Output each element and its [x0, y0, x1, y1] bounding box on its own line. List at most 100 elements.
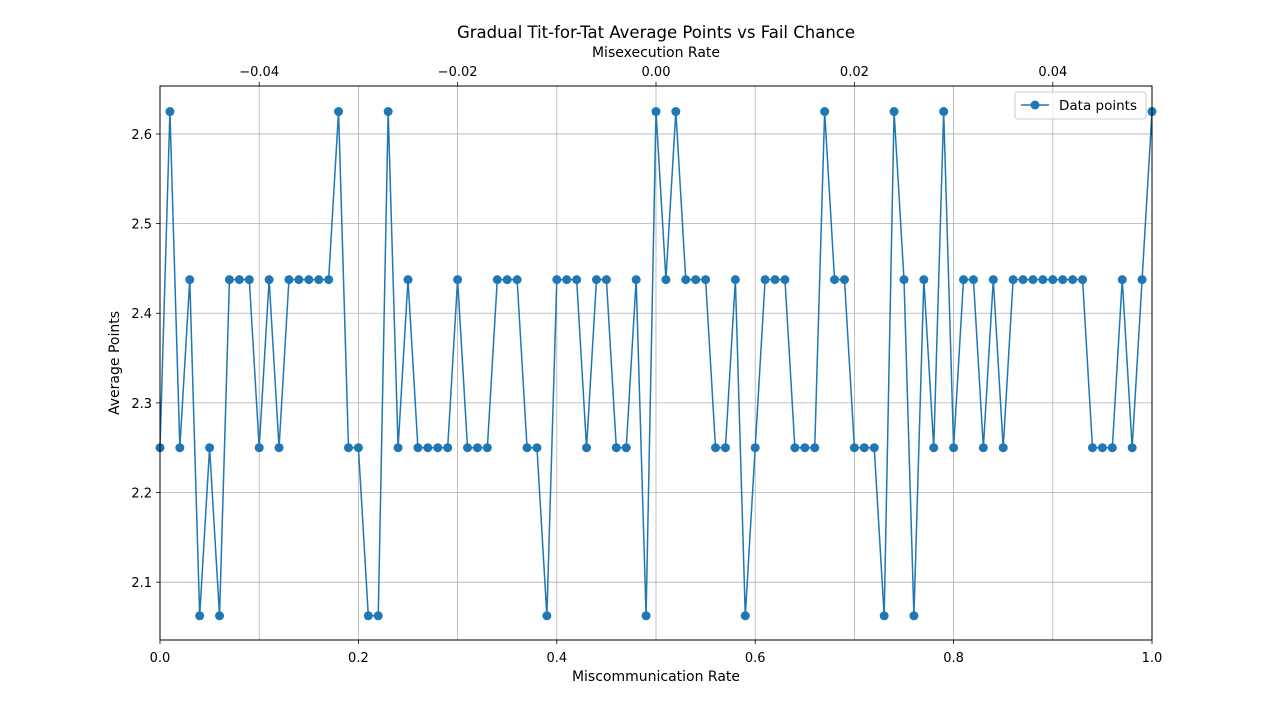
data-point: [165, 107, 175, 117]
x2-axis-label: Misexecution Rate: [592, 45, 720, 61]
data-point: [631, 275, 641, 285]
data-point: [909, 611, 919, 621]
data-point: [661, 275, 671, 285]
data-point: [175, 443, 185, 453]
data-point: [869, 443, 879, 453]
data-point: [701, 275, 711, 285]
y-tick-label: 2.3: [131, 397, 152, 412]
data-point: [730, 275, 740, 285]
legend-marker-swatch: [1030, 100, 1040, 110]
data-point: [552, 275, 562, 285]
y-axis-label: Average Points: [107, 311, 123, 415]
legend-box: [1014, 91, 1147, 120]
data-point: [234, 275, 244, 285]
data-point: [800, 443, 810, 453]
data-point: [839, 275, 849, 285]
data-point: [601, 275, 611, 285]
data-point: [334, 107, 344, 117]
data-point: [353, 443, 363, 453]
data-point: [284, 275, 294, 285]
data-point: [463, 443, 473, 453]
data-point: [1048, 275, 1058, 285]
data-point: [988, 275, 998, 285]
data-point: [859, 443, 869, 453]
x2-tick-label: 0.02: [840, 65, 869, 80]
data-point: [562, 275, 572, 285]
y-tick-label: 2.5: [131, 218, 152, 233]
y-tick-label: 2.6: [131, 128, 152, 143]
data-point: [1018, 275, 1028, 285]
y-tick-label: 2.4: [131, 307, 152, 322]
data-point: [373, 611, 383, 621]
data-point: [1107, 443, 1117, 453]
chart-title: Gradual Tit-for-Tat Average Points vs Fa…: [457, 23, 855, 42]
data-point: [711, 443, 721, 453]
grid: [159, 86, 1153, 640]
data-point: [433, 443, 443, 453]
data-point: [1087, 443, 1097, 453]
x-tick-label: 0.2: [348, 651, 369, 666]
data-point: [621, 443, 631, 453]
x-tick-label: 0.6: [745, 651, 766, 666]
data-point: [264, 275, 274, 285]
data-point: [224, 275, 234, 285]
ticks: 0.0 0.2 0.4 0.6 0.8 1.0 2.1 2.2 2.3 2.4 2.5 2.6 −0.0…: [131, 65, 1162, 666]
data-point: [810, 443, 820, 453]
data-point: [641, 611, 651, 621]
x-tick-label: 1.0: [1142, 651, 1163, 666]
y-tick-label: 2.2: [131, 487, 152, 502]
data-point: [343, 443, 353, 453]
data-point: [1137, 275, 1147, 285]
data-point: [185, 275, 195, 285]
data-point: [750, 443, 760, 453]
series-layer: [155, 107, 1157, 621]
data-point: [978, 443, 988, 453]
data-point: [760, 275, 770, 285]
data-point: [482, 443, 492, 453]
x-tick-label: 0.8: [943, 651, 964, 666]
data-point: [363, 611, 373, 621]
data-point: [740, 611, 750, 621]
x-axis-label: Miscommunication Rate: [572, 669, 740, 685]
data-point: [532, 443, 542, 453]
data-point: [691, 275, 701, 285]
data-point: [205, 443, 215, 453]
data-point: [780, 275, 790, 285]
x-tick-label: 0.4: [546, 651, 567, 666]
data-point: [651, 107, 661, 117]
data-point: [522, 443, 532, 453]
data-point: [572, 275, 582, 285]
data-point: [849, 443, 859, 453]
data-point: [591, 275, 601, 285]
data-point: [889, 107, 899, 117]
data-point: [294, 275, 304, 285]
data-point: [1008, 275, 1018, 285]
data-point: [998, 443, 1008, 453]
data-point: [939, 107, 949, 117]
data-point: [770, 275, 780, 285]
data-point: [195, 611, 205, 621]
x-tick-label: 0.0: [150, 651, 171, 666]
data-point: [899, 275, 909, 285]
data-point: [215, 611, 225, 621]
data-point: [1038, 275, 1048, 285]
data-point: [244, 275, 254, 285]
data-point: [1078, 275, 1088, 285]
data-point: [254, 443, 264, 453]
data-point: [403, 275, 413, 285]
data-point: [720, 443, 730, 453]
data-point: [611, 443, 621, 453]
data-point: [472, 443, 482, 453]
data-point: [1127, 443, 1137, 453]
data-point: [1117, 275, 1127, 285]
data-point: [512, 275, 522, 285]
data-point: [324, 275, 334, 285]
data-point: [929, 443, 939, 453]
data-point: [681, 275, 691, 285]
data-point: [413, 443, 423, 453]
data-point: [453, 275, 463, 285]
data-point: [879, 611, 889, 621]
data-point: [304, 275, 314, 285]
data-point: [1097, 443, 1107, 453]
data-point: [393, 443, 403, 453]
